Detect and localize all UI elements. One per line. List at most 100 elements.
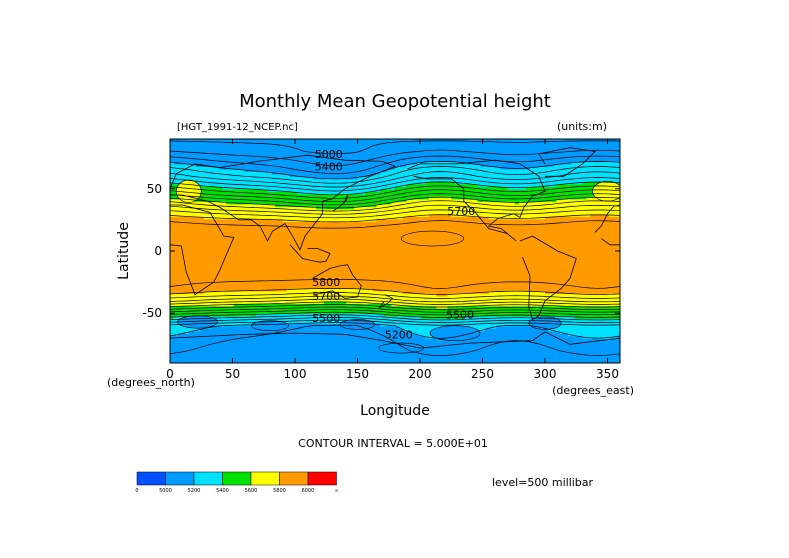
height-cell <box>181 260 186 265</box>
height-cell <box>260 285 265 289</box>
height-cell <box>488 338 494 342</box>
height-cell <box>308 340 314 344</box>
height-cell <box>188 303 194 307</box>
height-cell <box>425 340 430 344</box>
height-cell <box>173 308 179 312</box>
height-cell <box>410 335 415 339</box>
height-cell <box>290 333 295 337</box>
height-cell <box>541 330 546 334</box>
height-cell <box>556 278 561 282</box>
height-cell <box>286 333 291 337</box>
height-cell <box>207 340 212 344</box>
height-cell <box>308 325 314 329</box>
height-cell <box>271 350 276 354</box>
height-cell <box>185 358 190 362</box>
height-cell <box>353 345 359 349</box>
height-cell <box>575 275 580 279</box>
height-cell <box>335 275 340 279</box>
height-cell <box>537 275 542 279</box>
height-cell <box>297 263 302 267</box>
height-cell <box>297 270 302 274</box>
height-cell <box>541 345 546 349</box>
height-cell <box>256 358 261 362</box>
height-cell <box>560 325 565 329</box>
height-cell <box>361 313 366 317</box>
height-cell <box>440 288 445 292</box>
height-cell <box>342 348 347 352</box>
height-cell <box>608 303 614 307</box>
height-cell <box>230 265 235 270</box>
height-cell <box>271 258 276 262</box>
height-cell <box>365 280 370 284</box>
height-cell <box>263 353 269 357</box>
height-cell <box>245 263 250 267</box>
height-cell <box>470 308 475 312</box>
height-cell <box>368 308 374 312</box>
height-cell <box>188 258 194 262</box>
height-cell <box>365 345 370 349</box>
height-cell <box>477 263 482 267</box>
height-cell <box>556 288 561 292</box>
height-cell <box>350 360 355 363</box>
height-cell <box>395 273 400 277</box>
height-cell <box>413 265 419 270</box>
height-cell <box>256 265 261 270</box>
height-cell <box>200 283 205 287</box>
height-cell <box>365 343 370 347</box>
height-cell <box>256 290 261 294</box>
height-cell <box>582 265 587 270</box>
height-cell <box>537 263 542 267</box>
height-cell <box>350 285 355 289</box>
height-cell <box>387 338 392 342</box>
height-cell <box>582 350 587 354</box>
height-cell <box>338 358 344 362</box>
height-cell <box>376 300 381 304</box>
height-cell <box>316 318 321 322</box>
height-cell <box>503 325 509 329</box>
height-cell <box>608 355 614 359</box>
height-cell <box>203 258 209 262</box>
height-cell <box>215 283 220 287</box>
height-cell <box>391 258 396 262</box>
height-cell <box>211 330 216 334</box>
height-cell <box>207 268 212 272</box>
height-cell <box>237 283 242 287</box>
height-cell <box>282 300 287 304</box>
height-cell <box>597 298 602 302</box>
height-cell <box>211 335 216 339</box>
height-cell <box>582 288 587 292</box>
height-cell <box>252 280 257 284</box>
height-cell <box>556 348 561 352</box>
height-cell <box>275 315 280 319</box>
height-cell <box>387 355 392 359</box>
height-cell <box>492 335 497 339</box>
height-cell <box>391 273 396 277</box>
height-cell <box>488 330 494 334</box>
height-cell <box>203 358 209 362</box>
height-cell <box>421 333 426 337</box>
height-cell <box>293 318 299 322</box>
height-cell <box>395 358 400 362</box>
height-cell <box>282 310 287 314</box>
height-cell <box>492 323 497 327</box>
height-cell <box>503 285 509 289</box>
height-cell <box>481 288 486 292</box>
height-cell <box>605 325 610 329</box>
height-cell <box>271 353 276 357</box>
height-cell <box>308 315 314 319</box>
height-cell <box>346 348 351 352</box>
height-cell <box>443 273 449 277</box>
height-cell <box>608 260 614 265</box>
height-cell <box>428 293 434 297</box>
height-cell <box>492 328 497 332</box>
height-cell <box>207 335 212 339</box>
height-cell <box>305 328 310 332</box>
height-cell <box>297 360 302 363</box>
height-cell <box>395 325 400 329</box>
height-cell <box>466 308 471 312</box>
height-cell <box>301 283 306 287</box>
height-cell <box>380 278 385 282</box>
height-cell <box>327 275 332 279</box>
height-cell <box>185 303 190 307</box>
height-cell <box>207 265 212 270</box>
